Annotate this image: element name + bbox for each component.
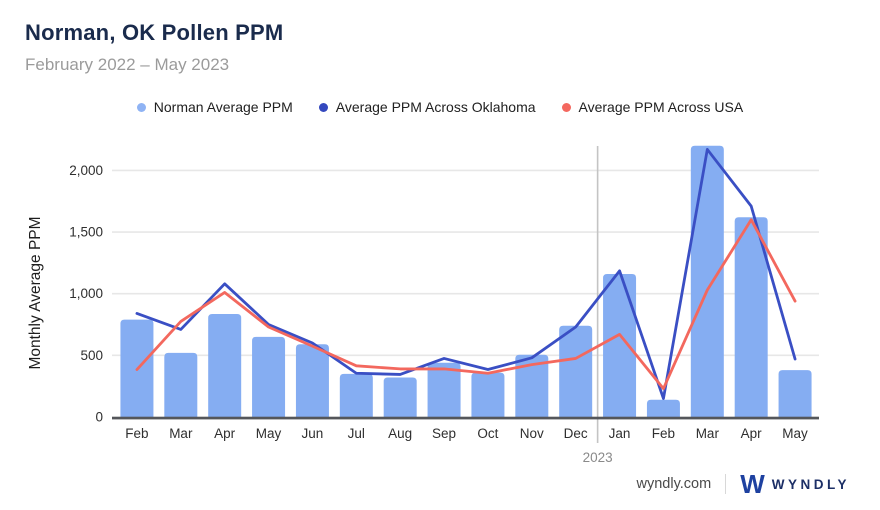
bar-apr-2: [208, 314, 242, 418]
legend-item-norman: Norman Average PPM: [136, 99, 293, 115]
line-series-usa: [135, 218, 797, 391]
bar-oct-8: [471, 372, 505, 418]
bar-may-15: [778, 370, 812, 418]
bar-sep-7: [427, 362, 461, 418]
legend-dot-norman-icon: [136, 102, 146, 112]
x-tick-jan-11: Jan: [609, 426, 631, 441]
y-tick-label-2000: 2,000: [69, 163, 103, 178]
x-tick-aug-6: Aug: [388, 426, 412, 441]
footer: wyndly.com W WYNDLY: [637, 471, 850, 497]
bar-aug-6: [383, 377, 417, 418]
bar-mar-1: [164, 352, 198, 418]
bar-jul-5: [339, 373, 373, 418]
wyndly-logo: W WYNDLY: [740, 471, 850, 497]
x-tick-nov-9: Nov: [520, 426, 544, 441]
x-tick-apr-14: Apr: [741, 426, 763, 441]
x-tick-jun-4: Jun: [302, 426, 324, 441]
year-label: 2023: [583, 450, 613, 465]
page-subtitle: February 2022 – May 2023: [25, 55, 230, 74]
x-tick-apr-2: Apr: [214, 426, 236, 441]
bar-may-3: [252, 336, 286, 418]
x-axis-line: [112, 416, 819, 420]
wyndly-wordmark: WYNDLY: [771, 476, 850, 492]
x-tick-sep-7: Sep: [432, 426, 456, 441]
bar-nov-9: [515, 354, 549, 418]
chart-legend: Norman Average PPM Average PPM Across Ok…: [0, 99, 880, 115]
y-axis-title: Monthly Average PPM: [27, 216, 44, 369]
legend-dot-oklahoma-icon: [318, 102, 328, 112]
bar-jan-11: [603, 273, 637, 418]
y-tick-label-0: 0: [95, 410, 103, 425]
x-tick-feb-0: Feb: [125, 426, 148, 441]
pollen-chart: 0 500 1,000 1,500 2,000 Feb Mar Apr May Jun Jul Aug…: [0, 130, 880, 475]
page-title: Norman, OK Pollen PPM: [25, 20, 284, 45]
x-tick-mar-13: Mar: [696, 426, 720, 441]
footer-site-text: wyndly.com: [636, 476, 712, 492]
legend-item-usa: Average PPM Across USA: [561, 99, 744, 115]
legend-label-usa: Average PPM Across USA: [578, 99, 744, 115]
legend-dot-usa-icon: [561, 102, 571, 112]
y-tick-label-1000: 1,000: [69, 286, 103, 301]
y-tick-label-1500: 1,500: [69, 225, 103, 240]
x-tick-may-3: May: [256, 426, 282, 441]
x-tick-oct-8: Oct: [477, 426, 498, 441]
bar-jun-4: [295, 344, 329, 418]
footer-divider: [725, 474, 727, 494]
y-tick-label-500: 500: [80, 348, 103, 363]
legend-label-norman: Norman Average PPM: [153, 99, 293, 115]
line-series-oklahoma: [135, 148, 797, 400]
bar-apr-14: [734, 217, 768, 418]
x-tick-dec-10: Dec: [564, 426, 588, 441]
bar-feb-12: [646, 399, 680, 418]
wyndly-w-icon: W: [740, 469, 765, 499]
legend-label-oklahoma: Average PPM Across Oklahoma: [335, 99, 536, 115]
x-tick-mar-1: Mar: [169, 426, 193, 441]
pollen-chart-svg: 0 500 1,000 1,500 2,000 Feb Mar Apr May Jun Jul Aug…: [27, 145, 819, 465]
x-tick-jul-5: Jul: [348, 426, 365, 441]
legend-item-oklahoma: Average PPM Across Oklahoma: [318, 99, 536, 115]
bar-mar-13: [690, 145, 724, 419]
bar-dec-10: [559, 325, 593, 418]
x-tick-may-15: May: [782, 426, 808, 441]
x-tick-feb-12: Feb: [652, 426, 675, 441]
